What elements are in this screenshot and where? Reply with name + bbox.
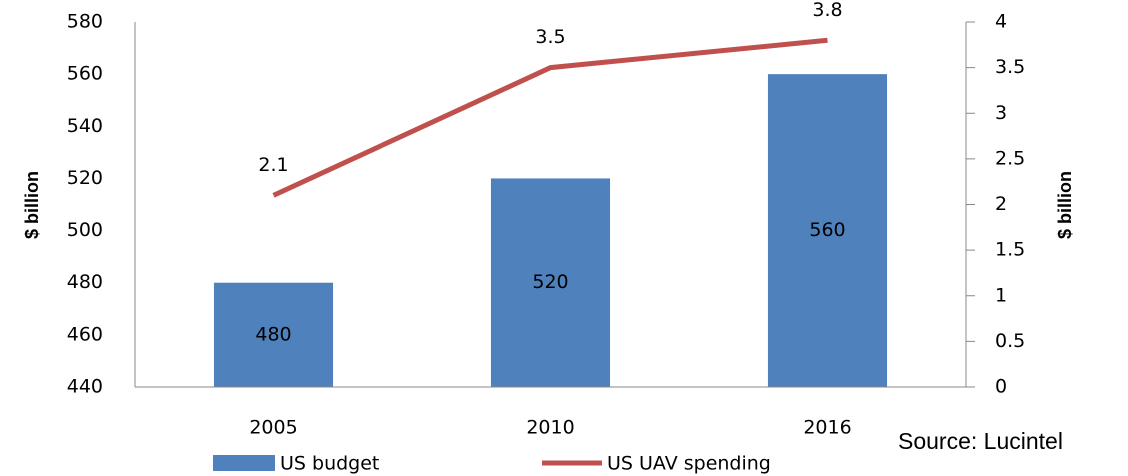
- y-tick-label: 480: [67, 271, 103, 293]
- y2-tick-label: 0: [995, 376, 1007, 398]
- legend-label: US budget: [280, 453, 379, 475]
- x-tick-label: 2010: [526, 417, 574, 439]
- legend-swatch: [213, 455, 275, 471]
- y2-axis-title: $ billion: [1055, 171, 1075, 239]
- y2-tick-label: 1.5: [995, 239, 1025, 261]
- line-value-label: 3.5: [535, 26, 565, 48]
- y-tick-label: 580: [67, 11, 103, 33]
- y-tick-label: 460: [67, 323, 103, 345]
- line-value-label: 2.1: [258, 154, 288, 176]
- y-axis-title: $ billion: [22, 171, 42, 239]
- line-value-label: 3.8: [812, 0, 842, 21]
- y-tick-label: 520: [67, 167, 103, 189]
- y-tick-label: 560: [67, 63, 103, 85]
- bar: [767, 74, 888, 388]
- bar-value-label: 560: [809, 219, 845, 241]
- legend-label: US UAV spending: [607, 453, 771, 475]
- line: [272, 37, 828, 198]
- bar: [213, 282, 334, 387]
- y2-tick-label: 1: [995, 284, 1007, 306]
- y2-tick-label: 2: [995, 193, 1007, 215]
- bar-value-label: 520: [532, 271, 568, 293]
- bar: [490, 178, 611, 387]
- y2-tick-label: 0.5: [995, 330, 1025, 352]
- x-tick-label: 2016: [803, 417, 851, 439]
- y-tick-label: 500: [67, 219, 103, 241]
- bar-value-label: 480: [255, 323, 291, 345]
- y-tick-label: 440: [67, 376, 103, 398]
- source-note: Source: Lucintel: [898, 428, 1063, 454]
- y2-tick-label: 3.5: [995, 56, 1025, 78]
- x-tick-label: 2005: [249, 417, 297, 439]
- y2-tick-label: 4: [995, 11, 1007, 33]
- y-tick-label: 540: [67, 115, 103, 137]
- y2-tick-label: 2.5: [995, 147, 1025, 169]
- y2-tick-label: 3: [995, 102, 1007, 124]
